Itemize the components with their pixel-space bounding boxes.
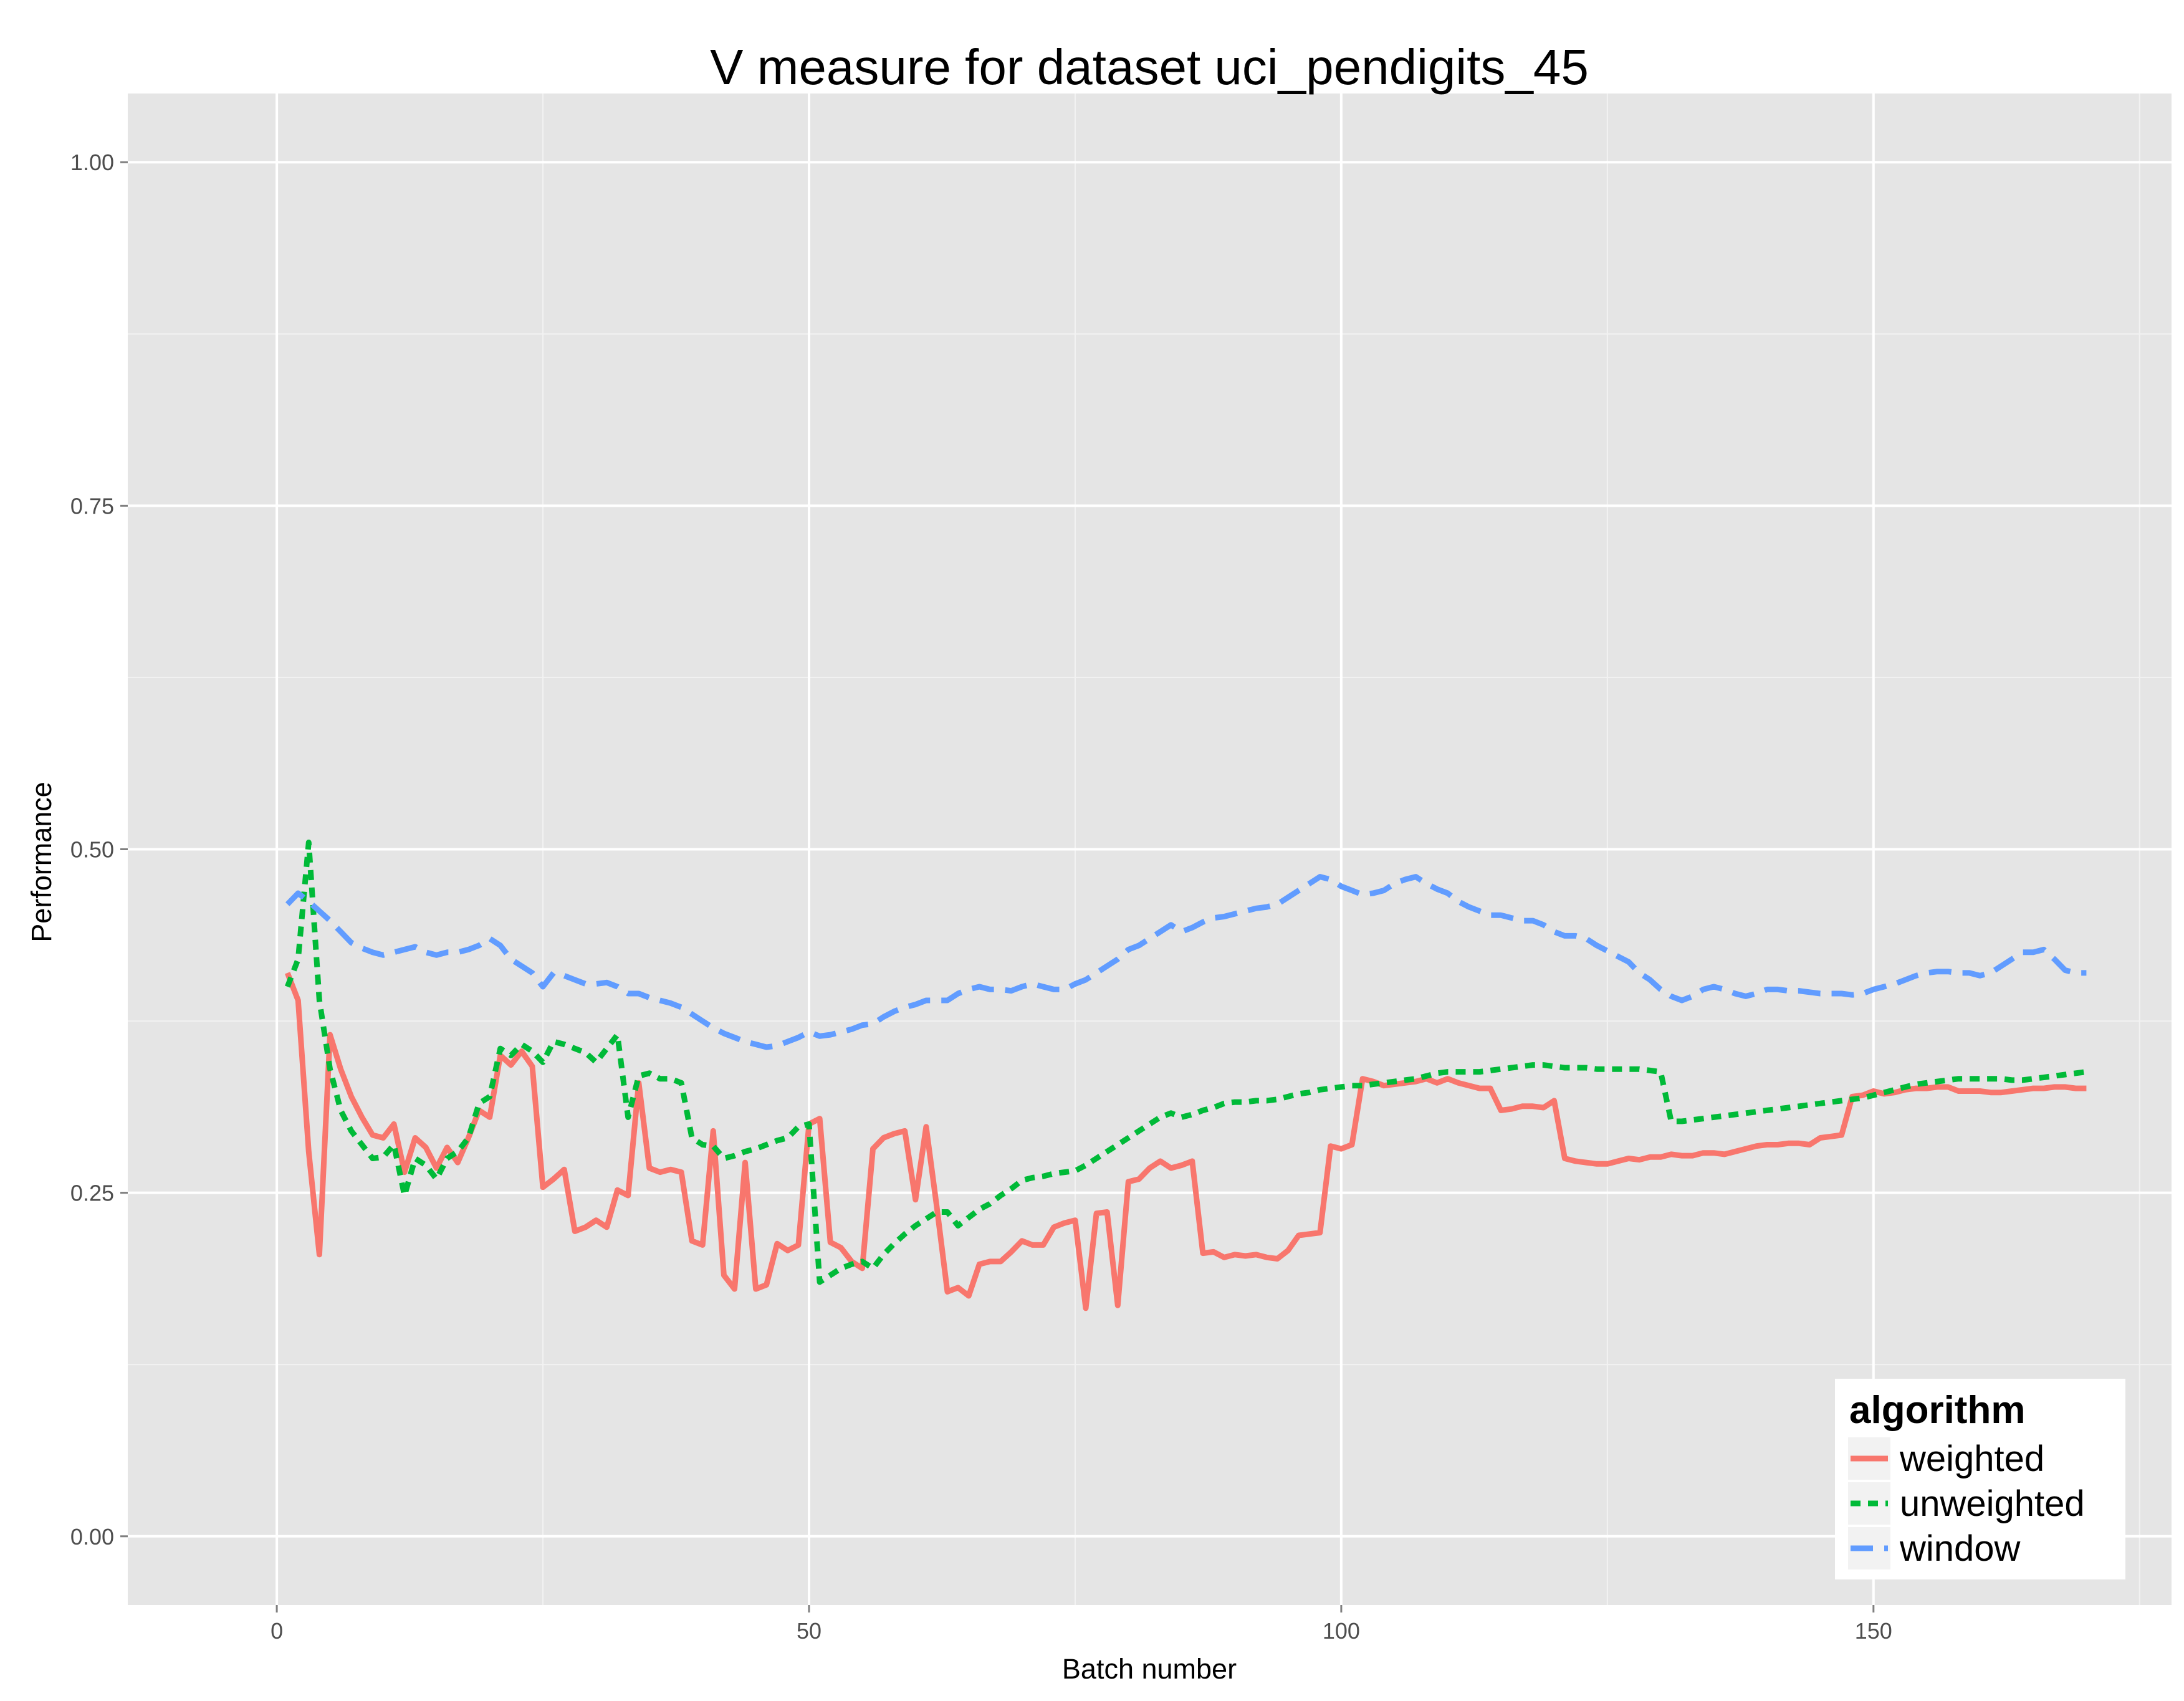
x-axis-title: Batch number [1062,1653,1237,1685]
y-axis-title: Performance [26,782,57,942]
y-tick-label: 0.00 [70,1524,114,1550]
series-layer [285,840,2087,1311]
y-tick-label: 0.25 [70,1181,114,1206]
series-line-unweighted [285,840,2087,1285]
legend-label-window: window [1899,1528,2021,1569]
legend-label-weighted: weighted [1899,1439,2044,1479]
series-line-weighted [285,972,2087,1311]
legend-label-unweighted: unweighted [1900,1483,2085,1524]
chart-title: V measure for dataset uci_pendigits_45 [710,39,1589,95]
y-axis: 0.00 0.25 0.50 0.75 1.00 [70,150,128,1550]
x-tick-label: 0 [271,1618,283,1644]
major-grid [128,93,2172,1605]
y-tick-label: 0.50 [70,837,114,863]
series-line-window [285,874,2087,1050]
x-tick-label: 150 [1855,1618,1892,1644]
x-tick-label: 50 [797,1618,821,1644]
legend-title: algorithm [1849,1389,2025,1432]
y-tick-label: 0.75 [70,493,114,519]
x-axis: 0 50 100 150 [271,1605,1892,1644]
y-tick-label: 1.00 [70,150,114,175]
x-tick-label: 100 [1323,1618,1360,1644]
